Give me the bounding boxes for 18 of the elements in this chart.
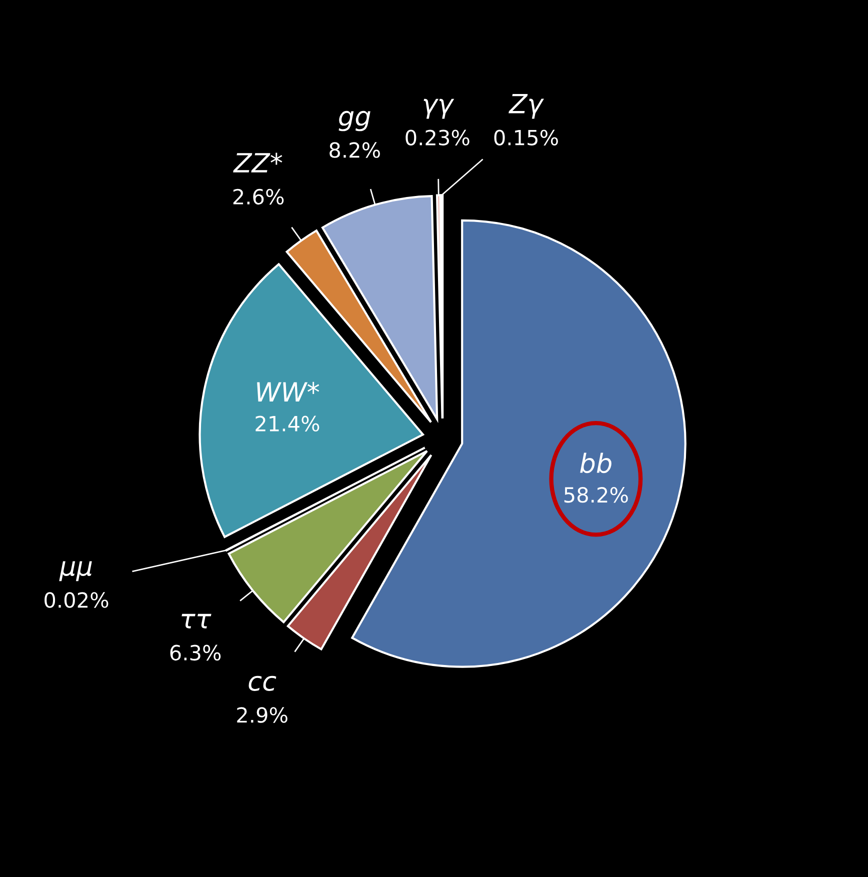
slice-label: ZZ*: [233, 152, 282, 172]
slice-label: γγ: [424, 98, 454, 119]
data-label: 58.2%: [564, 487, 628, 503]
data-label: 0.23%: [406, 130, 470, 146]
slice-label: WW*: [257, 382, 320, 402]
data-label: 21.4%: [256, 416, 320, 432]
slice-label: ττ: [182, 614, 212, 628]
data-label: 8.2%: [330, 142, 380, 158]
legend-label: μμ: [59, 561, 92, 582]
data-label: 2.6%: [233, 188, 284, 205]
data-label: 0.02%: [44, 592, 108, 608]
slice-label: gg: [338, 110, 370, 132]
data-label: 6.3%: [170, 644, 221, 661]
data-label: 2.9%: [237, 707, 288, 723]
slice-label: bb: [580, 452, 612, 474]
slice-label: Zγ: [508, 94, 544, 119]
slice-label: cc: [248, 676, 276, 691]
data-label: 0.15%: [494, 130, 558, 146]
